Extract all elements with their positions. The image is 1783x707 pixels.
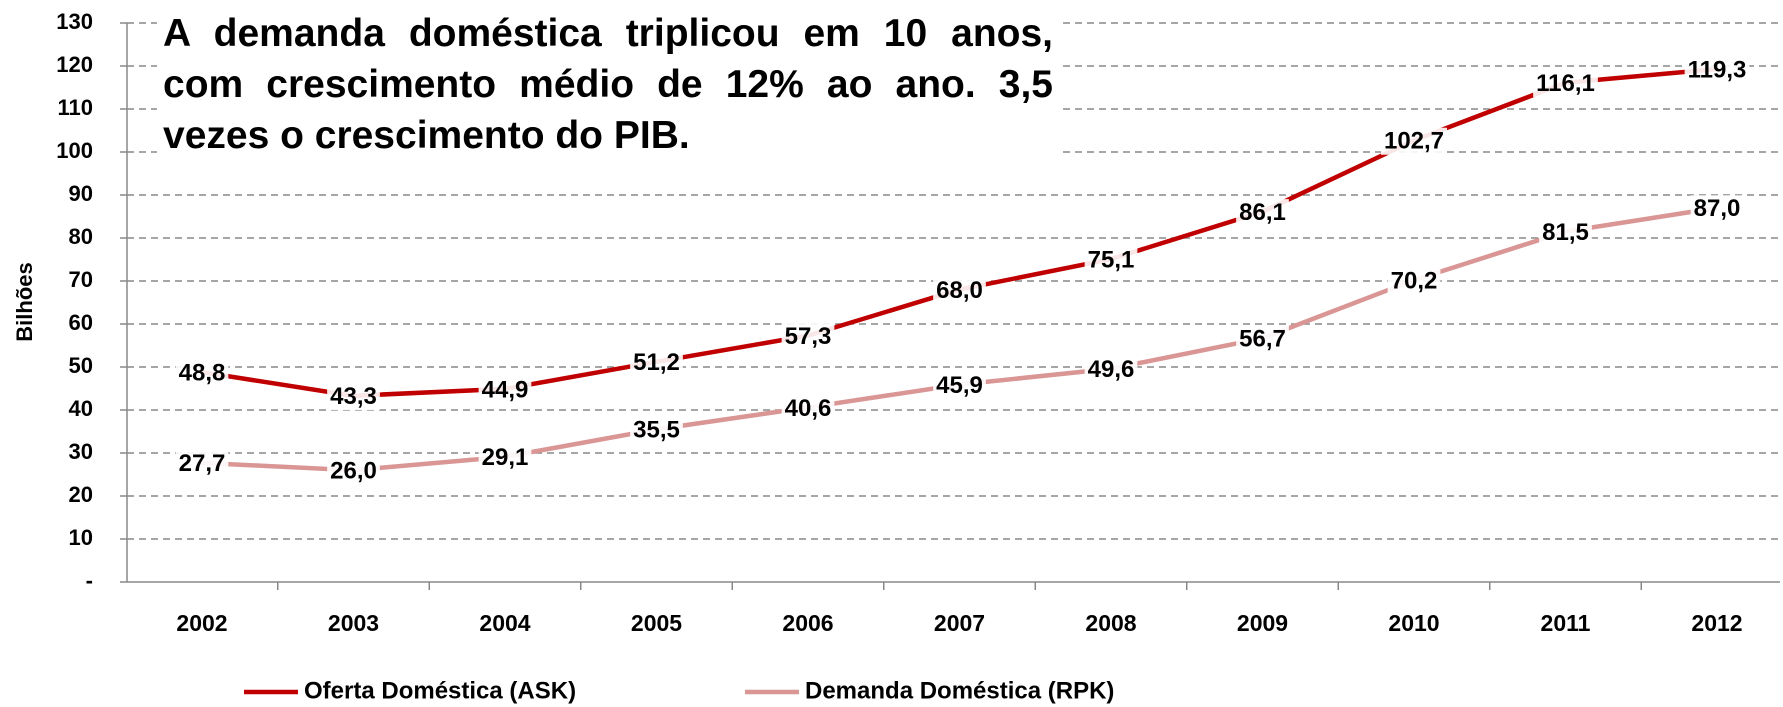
data-label-bg bbox=[478, 444, 532, 472]
line-series bbox=[201, 205, 1718, 473]
data-label: 29,1 bbox=[482, 444, 529, 471]
data-label: 35,5 bbox=[633, 417, 680, 444]
y-tick-label: 120 bbox=[56, 52, 93, 77]
y-tick-label: 130 bbox=[56, 9, 93, 34]
data-label-bg bbox=[1084, 356, 1138, 384]
x-tick-label: 2009 bbox=[1237, 610, 1288, 636]
data-label: 81,5 bbox=[1542, 219, 1589, 246]
data-label: 116,1 bbox=[1536, 70, 1595, 97]
x-tick-label: 2011 bbox=[1541, 610, 1591, 636]
x-tick-label: 2007 bbox=[934, 610, 985, 636]
data-label-bg bbox=[1387, 267, 1441, 295]
data-label-bg bbox=[1236, 325, 1289, 353]
x-tick-label: 2010 bbox=[1388, 610, 1439, 636]
data-label-bg bbox=[327, 457, 380, 485]
data-label: 40,6 bbox=[785, 395, 832, 422]
y-tick-label: - bbox=[86, 568, 93, 593]
data-label-bg bbox=[1539, 218, 1592, 246]
x-tick-label: 2003 bbox=[328, 610, 379, 636]
data-label-bg bbox=[933, 276, 986, 304]
data-label-bg bbox=[933, 371, 986, 399]
data-label: 119,3 bbox=[1688, 56, 1747, 83]
y-tick-label: 60 bbox=[69, 310, 93, 335]
data-label: 27,7 bbox=[179, 450, 226, 477]
data-label-bg bbox=[175, 450, 229, 478]
data-label-bg bbox=[1684, 56, 1750, 84]
data-label: 57,3 bbox=[785, 323, 832, 350]
y-tick-label: 30 bbox=[69, 439, 93, 464]
data-label: 75,1 bbox=[1088, 246, 1135, 273]
legend-label: Oferta Doméstica (ASK) bbox=[304, 677, 576, 704]
annotation: A demanda doméstica triplicou em 10 anos… bbox=[157, 8, 1059, 161]
legend-label: Demanda Doméstica (RPK) bbox=[805, 677, 1114, 704]
x-tick-label: 2005 bbox=[631, 610, 682, 636]
y-tick-label: 80 bbox=[69, 224, 93, 249]
y-tick-label: 70 bbox=[69, 267, 93, 292]
data-label: 68,0 bbox=[936, 277, 983, 304]
data-label: 44,9 bbox=[482, 376, 529, 403]
data-label-bg bbox=[781, 322, 835, 350]
data-label: 102,7 bbox=[1384, 128, 1444, 155]
data-label: 87,0 bbox=[1694, 195, 1741, 222]
x-tick-label: 2012 bbox=[1691, 610, 1742, 636]
data-label: 70,2 bbox=[1391, 267, 1438, 294]
data-label: 26,0 bbox=[330, 458, 377, 485]
data-label-bg bbox=[1690, 195, 1744, 223]
y-tick-label: 90 bbox=[69, 181, 93, 206]
data-label-bg bbox=[175, 359, 229, 387]
data-label-bg bbox=[630, 416, 683, 444]
y-tick-label: 40 bbox=[69, 396, 93, 421]
data-label: 43,3 bbox=[330, 383, 377, 410]
y-axis-label: Bilhões bbox=[12, 262, 37, 341]
x-tick-label: 2008 bbox=[1085, 610, 1136, 636]
data-label-bg bbox=[327, 383, 380, 411]
data-label: 51,2 bbox=[633, 349, 680, 376]
data-label-bg bbox=[478, 376, 532, 404]
data-label-bg bbox=[630, 349, 683, 377]
y-tick-label: 50 bbox=[69, 353, 93, 378]
y-tick-label: 100 bbox=[56, 138, 93, 163]
data-label: 48,8 bbox=[179, 360, 226, 387]
data-label: 45,9 bbox=[936, 372, 983, 399]
data-label: 86,1 bbox=[1239, 199, 1286, 226]
data-label-bg bbox=[1084, 246, 1138, 274]
data-label-bg bbox=[1380, 127, 1448, 155]
data-label: 49,6 bbox=[1088, 356, 1135, 383]
x-tick-label: 2002 bbox=[176, 610, 227, 636]
data-label-bg bbox=[1236, 199, 1289, 227]
y-tick-label: 10 bbox=[69, 525, 93, 550]
y-tick-label: 20 bbox=[69, 482, 93, 507]
y-tick-label: 110 bbox=[58, 95, 94, 120]
data-label: 56,7 bbox=[1239, 326, 1286, 353]
x-tick-label: 2004 bbox=[479, 610, 530, 636]
data-label-bg bbox=[1533, 70, 1598, 98]
data-label-bg bbox=[781, 394, 835, 422]
x-tick-label: 2006 bbox=[782, 610, 833, 636]
